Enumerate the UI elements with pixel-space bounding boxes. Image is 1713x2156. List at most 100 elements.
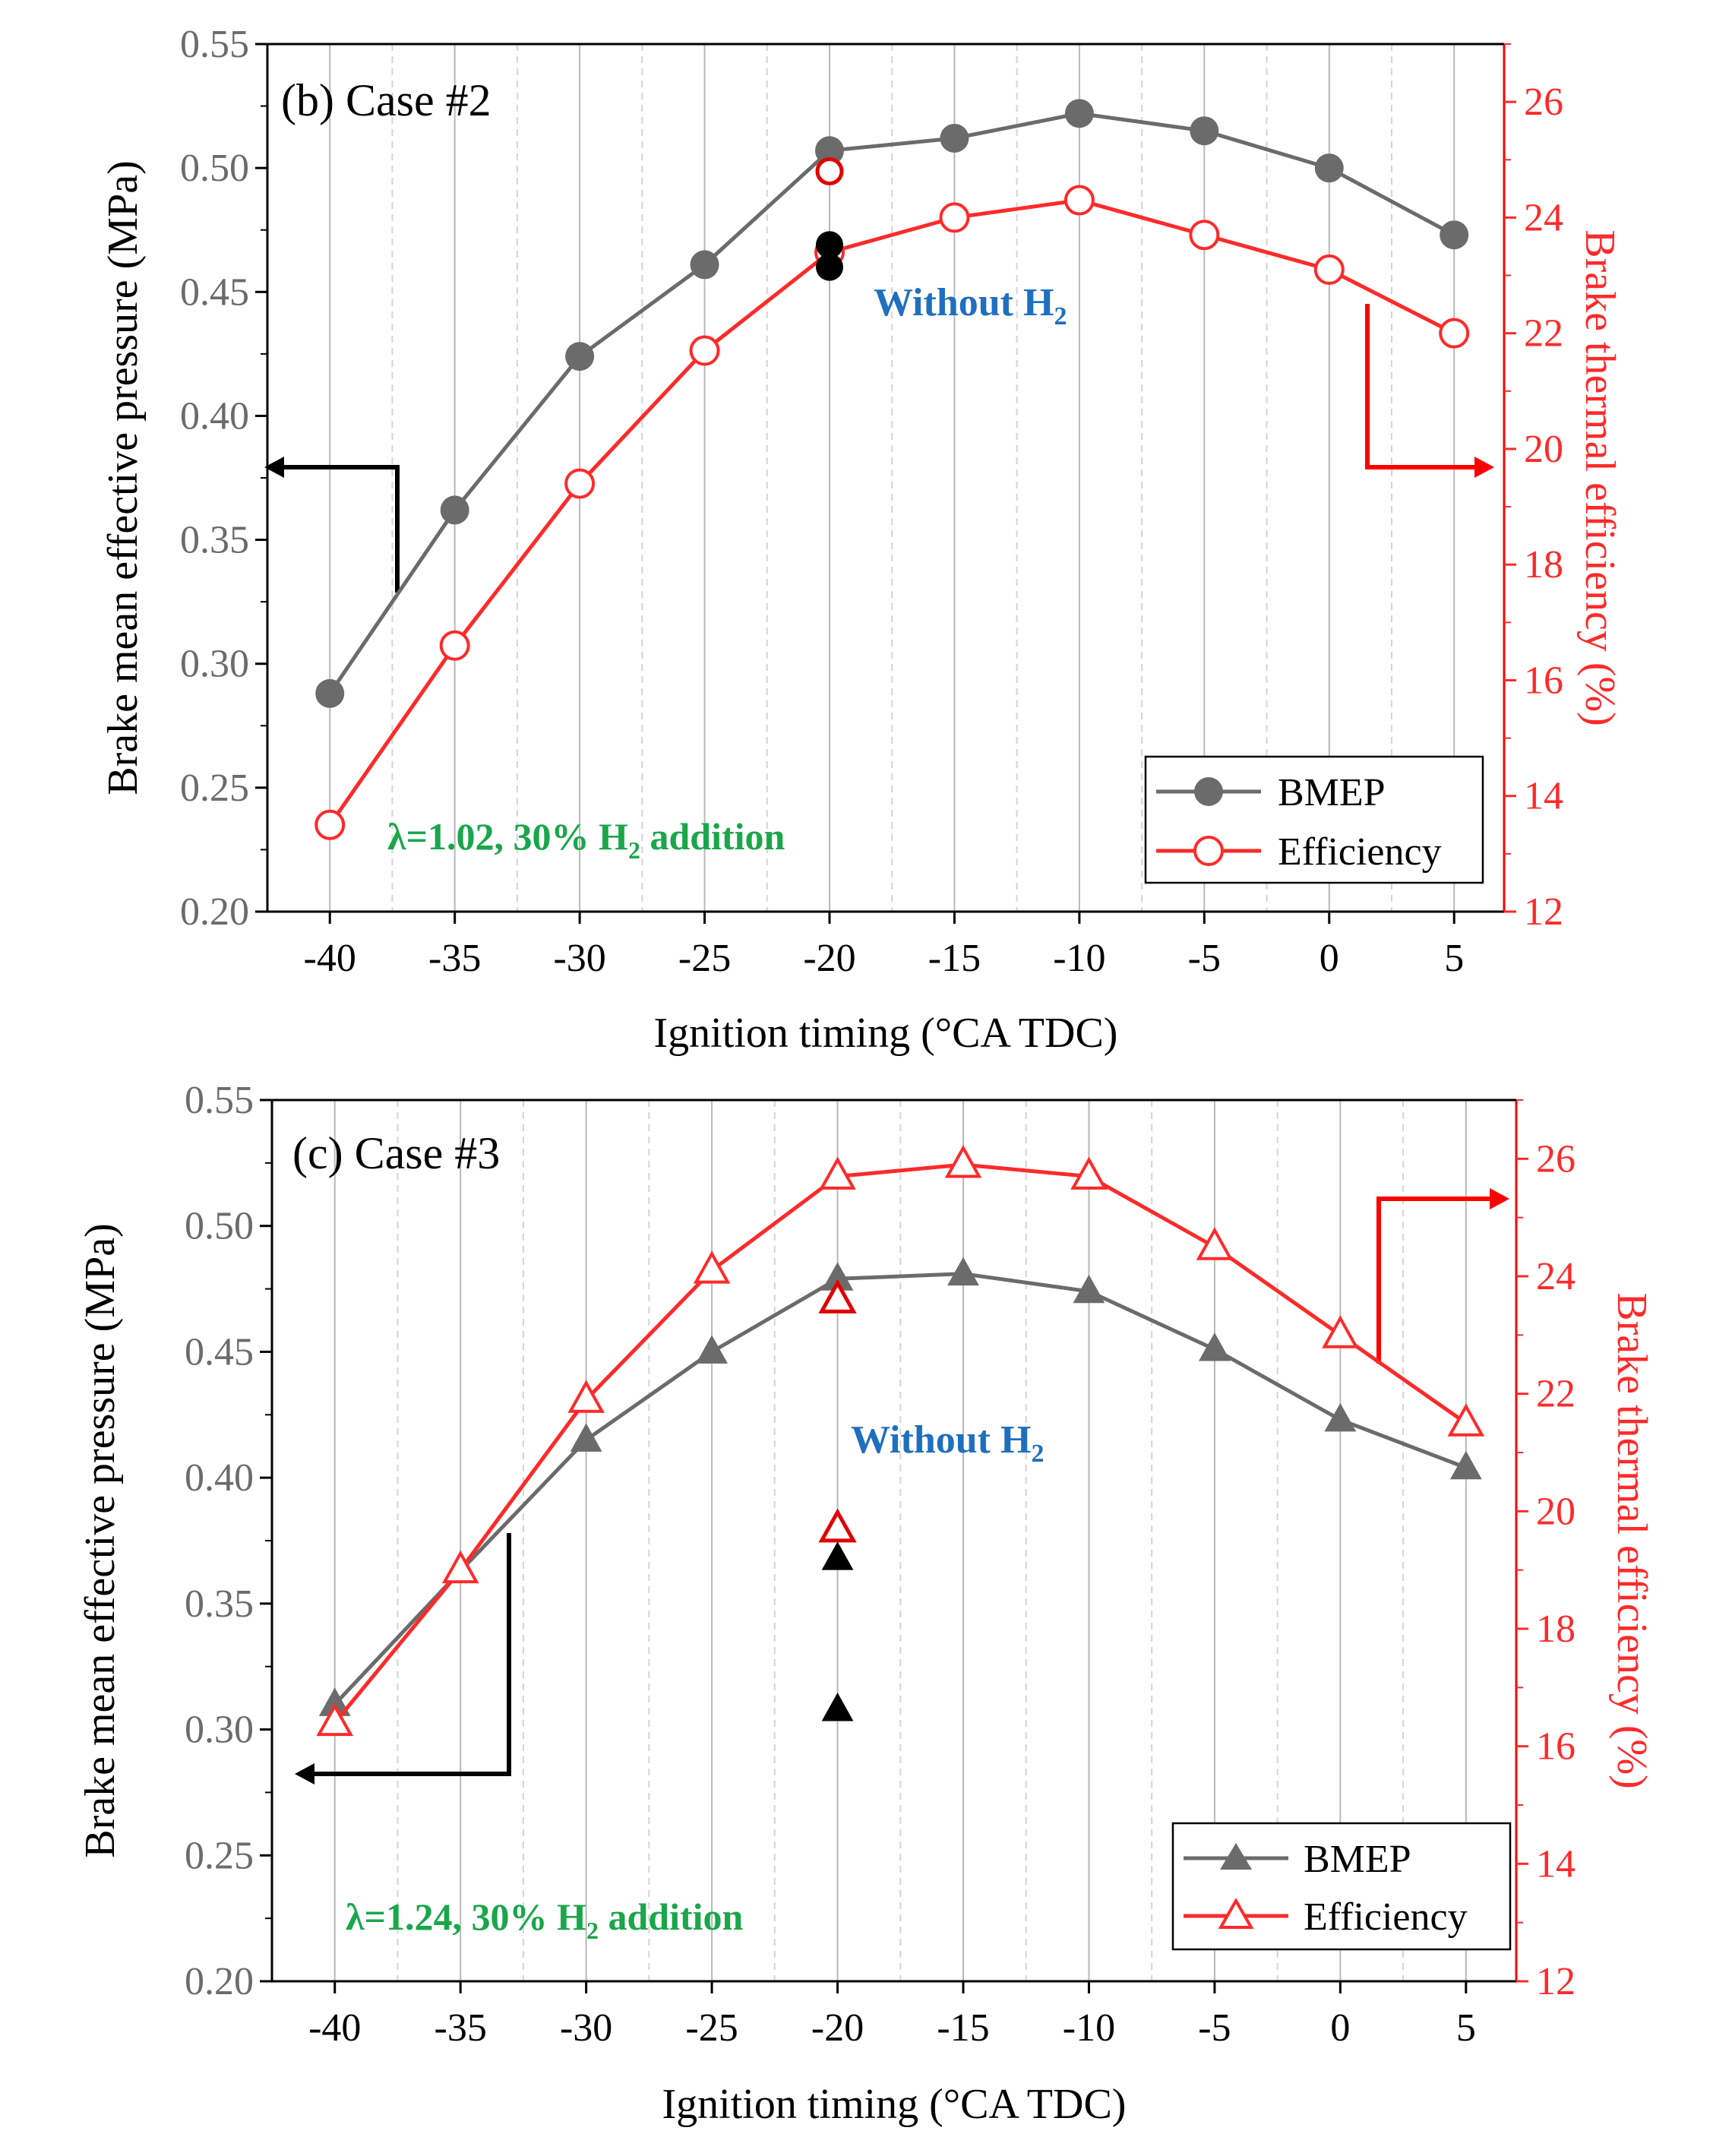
y-axis-label: Brake mean effective pressure (MPa) bbox=[100, 160, 147, 795]
y2-tick-label: 22 bbox=[1536, 1373, 1576, 1416]
y-tick-label: 0.55 bbox=[180, 23, 249, 66]
x-tick-label: -40 bbox=[304, 937, 356, 980]
without-h2-label: Without H2 bbox=[851, 1418, 1044, 1468]
legend-bmep-label: BMEP bbox=[1278, 771, 1386, 814]
legend-efficiency-marker bbox=[1193, 836, 1224, 866]
series-line-bmep bbox=[333, 1272, 1467, 1706]
y2-tick-label: 24 bbox=[1536, 1255, 1576, 1298]
data-point-bmep bbox=[1190, 116, 1219, 146]
y-tick-label: 0.20 bbox=[185, 1960, 254, 2003]
x-tick-label: -10 bbox=[1063, 2006, 1115, 2050]
y-tick-label: 0.30 bbox=[180, 643, 249, 686]
y-tick-label: 0.50 bbox=[185, 1205, 254, 1248]
y2-axis-label: Brake thermal efficiency (%) bbox=[1608, 1292, 1655, 1789]
data-point-bmep bbox=[565, 342, 595, 371]
data-point-efficiency bbox=[1189, 220, 1220, 251]
data-point-efficiency bbox=[1447, 1403, 1485, 1437]
y-tick-label: 0.50 bbox=[180, 147, 249, 190]
y2-tick-label: 12 bbox=[1524, 890, 1563, 934]
x-tick-label: -30 bbox=[560, 2006, 612, 2050]
y2-tick-label: 26 bbox=[1524, 81, 1563, 124]
y2-tick-label: 24 bbox=[1524, 196, 1563, 239]
data-point-efficiency bbox=[944, 1144, 982, 1178]
y2-tick-label: 12 bbox=[1536, 1960, 1576, 2003]
data-point-efficiency bbox=[819, 1156, 856, 1190]
data-point-efficiency bbox=[314, 809, 346, 840]
data-point-efficiency bbox=[1439, 318, 1470, 349]
y2-tick-label: 18 bbox=[1524, 543, 1563, 586]
x-tick-label: -25 bbox=[678, 937, 731, 980]
x-tick-label: 5 bbox=[1444, 937, 1464, 980]
without-h2-point bbox=[818, 1279, 857, 1314]
x-tick-label: -15 bbox=[937, 2006, 989, 2050]
left-axis-arrow bbox=[277, 465, 400, 593]
series-line-efficiency bbox=[333, 1162, 1468, 1724]
condition-label: λ=1.02, 30% H2 addition bbox=[387, 815, 785, 864]
chart-panel-case-2: -40 -35 -30 -25 -20 -15 -10 -5 0 5 0.20 0.25 0.30 0.3… bbox=[100, 23, 1623, 1057]
x-axis-label: Ignition timing (°CA TDC) bbox=[654, 1010, 1118, 1057]
y2-tick-label: 22 bbox=[1524, 312, 1563, 356]
legend-efficiency-label: Efficiency bbox=[1304, 1895, 1468, 1939]
left-axis-arrowhead bbox=[264, 457, 284, 478]
y2-axis-label: Brake thermal efficiency (%) bbox=[1576, 229, 1623, 726]
without-h2-point bbox=[816, 253, 843, 281]
y-tick-label: 0.25 bbox=[180, 767, 249, 810]
data-point-efficiency bbox=[567, 1380, 605, 1413]
right-axis-arrowhead bbox=[1474, 457, 1494, 478]
legend: BMEP Efficiency bbox=[1144, 755, 1484, 884]
legend-bmep-label: BMEP bbox=[1304, 1838, 1411, 1881]
data-point-efficiency bbox=[1064, 185, 1095, 216]
y2-tick-label: 18 bbox=[1536, 1608, 1576, 1651]
data-series bbox=[314, 99, 1470, 840]
y-tick-label: 0.45 bbox=[185, 1330, 254, 1374]
left-axis-arrow bbox=[308, 1533, 511, 1776]
y2-tick-label: 14 bbox=[1524, 775, 1563, 818]
data-point-bmep bbox=[315, 678, 345, 708]
data-point-bmep bbox=[318, 1687, 351, 1716]
right-axis-arrow bbox=[1376, 1197, 1497, 1364]
data-point-efficiency bbox=[693, 1250, 731, 1284]
x-tick-label: -30 bbox=[553, 937, 605, 980]
without-h2-point bbox=[815, 156, 844, 185]
data-point-efficiency bbox=[1313, 254, 1345, 285]
y-tick-label: 0.40 bbox=[180, 394, 249, 438]
data-point-bmep bbox=[1064, 99, 1094, 128]
legend-efficiency-marker bbox=[1218, 1897, 1254, 1929]
data-point-bmep bbox=[570, 1423, 602, 1452]
data-point-efficiency bbox=[939, 202, 970, 233]
y2-tick-label: 26 bbox=[1536, 1137, 1576, 1181]
data-point-efficiency bbox=[316, 1702, 354, 1737]
data-point-bmep bbox=[1199, 1332, 1231, 1361]
y2-tick-label: 20 bbox=[1536, 1490, 1576, 1533]
series-line-efficiency bbox=[328, 198, 1455, 827]
data-point-bmep bbox=[815, 136, 844, 166]
data-point-bmep bbox=[1073, 1274, 1105, 1304]
y-tick-label: 0.25 bbox=[185, 1834, 254, 1877]
x-tick-label: -5 bbox=[1198, 2006, 1231, 2050]
legend-bmep-marker bbox=[1220, 1843, 1252, 1870]
without-h2-point bbox=[821, 1693, 854, 1721]
right-axis-arrow bbox=[1365, 304, 1481, 469]
y-tick-label: 0.35 bbox=[180, 519, 249, 562]
panel-title: (b) Case #2 bbox=[281, 75, 491, 125]
data-point-bmep bbox=[1324, 1402, 1357, 1432]
without-h2-label: Without H2 bbox=[874, 281, 1067, 330]
data-point-efficiency bbox=[441, 1550, 479, 1584]
data-point-efficiency bbox=[1070, 1156, 1108, 1190]
x-tick-label: -35 bbox=[435, 2006, 487, 2050]
data-point-efficiency bbox=[439, 630, 470, 661]
y-tick-label: 0.30 bbox=[185, 1709, 254, 1752]
legend-bmep-marker bbox=[1194, 777, 1223, 806]
legend: BMEP Efficiency bbox=[1171, 1822, 1512, 1951]
y-tick-label: 0.40 bbox=[185, 1456, 254, 1500]
x-tick-label: -25 bbox=[685, 2006, 738, 2050]
right-axis-arrowhead bbox=[1490, 1188, 1509, 1209]
chart-panel-case-3: -40 -35 -30 -25 -20 -15 -10 -5 0 5 0.20 0.25 0.30 0.3… bbox=[77, 1079, 1655, 2128]
x-tick-label: -15 bbox=[928, 937, 981, 980]
x-tick-label: -20 bbox=[811, 2006, 864, 2050]
data-point-efficiency bbox=[689, 335, 720, 366]
data-point-efficiency bbox=[1322, 1315, 1359, 1348]
data-point-bmep bbox=[690, 250, 719, 280]
y-tick-label: 0.35 bbox=[185, 1582, 254, 1626]
y-tick-label: 0.55 bbox=[185, 1079, 254, 1122]
